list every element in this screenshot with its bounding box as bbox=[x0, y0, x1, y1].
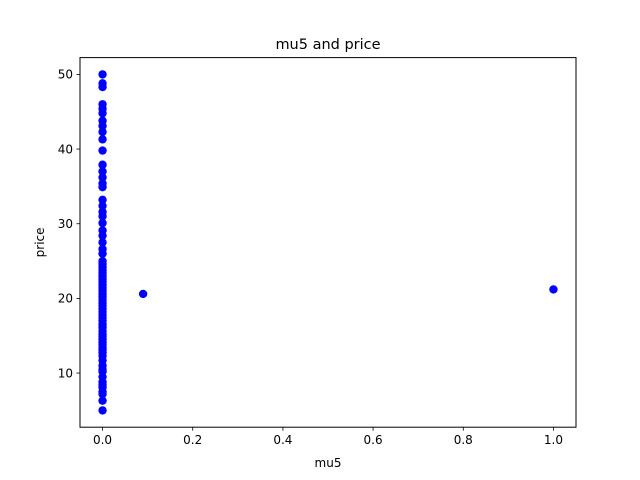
data-point bbox=[98, 179, 107, 188]
data-point bbox=[98, 160, 107, 169]
chart-title: mu5 and price bbox=[275, 37, 380, 53]
y-tick-label: 10 bbox=[58, 366, 73, 380]
x-tick-label: 0.2 bbox=[183, 433, 202, 447]
data-point bbox=[98, 173, 107, 182]
data-point bbox=[98, 195, 107, 205]
x-tick-label: 0.4 bbox=[273, 433, 292, 447]
y-tick-label: 20 bbox=[58, 292, 73, 306]
x-axis: 0.0 0.2 0.4 0.6 0.8 1.0 bbox=[93, 427, 563, 447]
data-point bbox=[98, 127, 107, 137]
x-tick-label: 0.8 bbox=[454, 433, 473, 447]
data-point bbox=[98, 406, 107, 415]
data-point bbox=[549, 285, 558, 294]
data-point bbox=[98, 226, 107, 235]
data-point bbox=[98, 218, 107, 228]
data-point bbox=[98, 207, 107, 216]
data-point bbox=[98, 79, 107, 88]
data-point bbox=[98, 70, 107, 79]
x-axis-label: mu5 bbox=[315, 456, 342, 470]
y-tick-label: 30 bbox=[58, 217, 73, 231]
x-tick-label: 0.0 bbox=[93, 433, 112, 447]
data-point bbox=[98, 256, 107, 266]
data-point bbox=[98, 244, 107, 254]
data-point bbox=[98, 146, 107, 155]
data-point bbox=[98, 135, 107, 144]
y-axis-label: price bbox=[33, 227, 47, 257]
plot-frame bbox=[79, 57, 577, 428]
x-tick-label: 1.0 bbox=[544, 433, 563, 447]
data-point bbox=[98, 116, 107, 125]
y-tick-label: 40 bbox=[58, 142, 73, 156]
data-point bbox=[98, 238, 107, 247]
points-layer bbox=[98, 70, 558, 415]
data-point bbox=[98, 100, 107, 109]
data-point bbox=[98, 396, 107, 405]
data-point bbox=[138, 289, 148, 299]
data-point bbox=[98, 201, 107, 211]
y-tick-label: 50 bbox=[58, 68, 73, 82]
y-axis: 10 20 30 40 50 bbox=[58, 68, 80, 380]
x-tick-label: 0.6 bbox=[364, 433, 383, 447]
data-point bbox=[98, 167, 107, 176]
